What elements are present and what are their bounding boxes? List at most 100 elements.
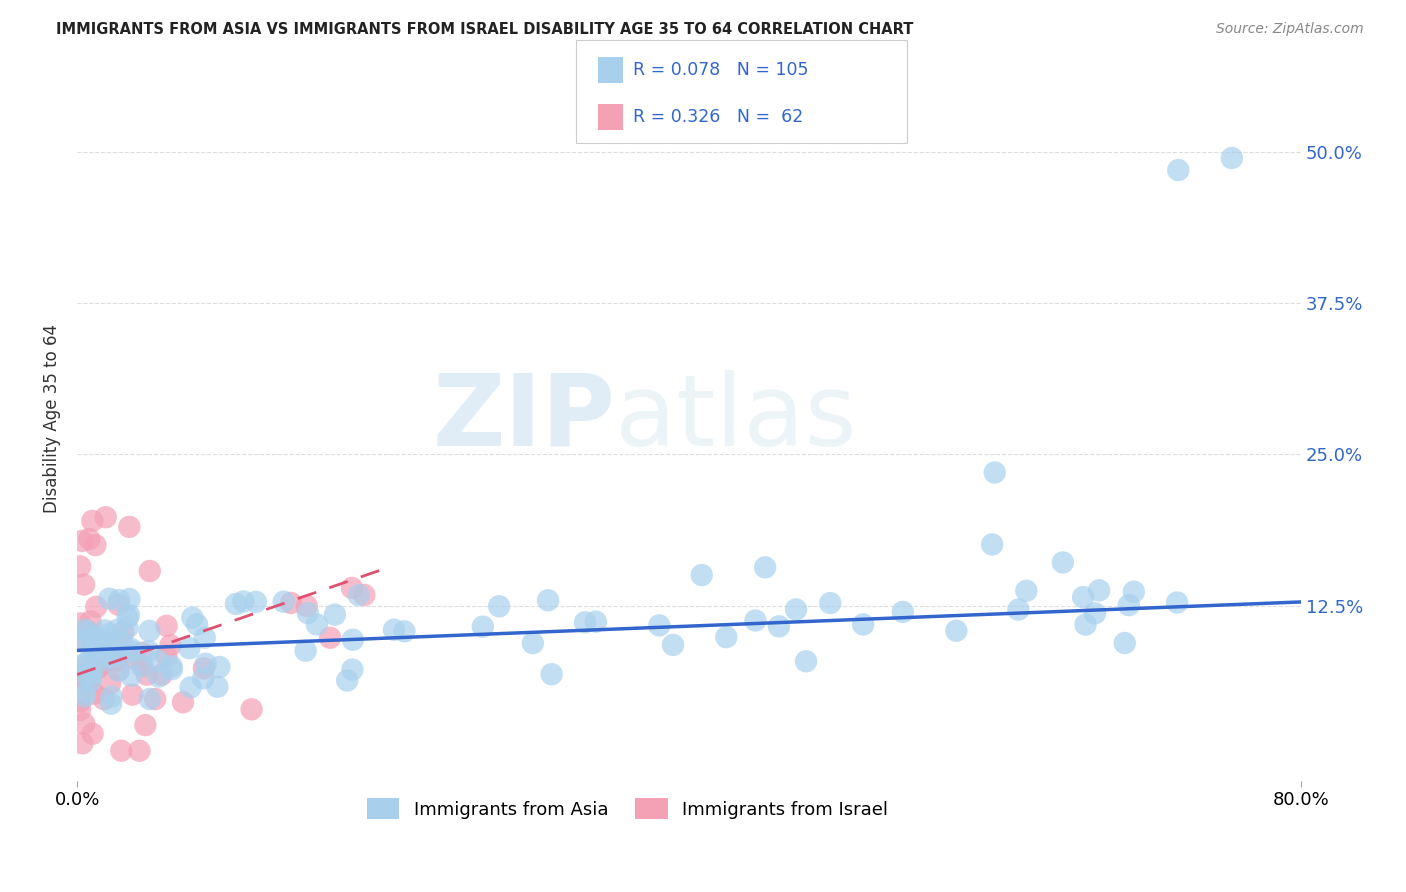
Point [1007, 602, 1029, 616]
Point [94, 624, 117, 638]
Point [124, 651, 146, 665]
Point [131, 646, 153, 660]
Point [148, 669, 170, 683]
Point [83, 642, 105, 657]
Point [662, 638, 685, 652]
Point [82, 727, 104, 741]
Point [112, 647, 135, 661]
Point [82, 514, 104, 528]
Point [537, 593, 560, 607]
Point [134, 718, 156, 732]
Point [131, 659, 153, 673]
Point [160, 662, 183, 676]
Point [984, 466, 1007, 480]
Point [75, 667, 97, 681]
Point [648, 618, 671, 632]
Point [69, 703, 91, 717]
Point [76, 624, 98, 638]
Point [69, 559, 91, 574]
Point [138, 644, 160, 658]
Point [69, 634, 91, 648]
Point [73, 661, 96, 675]
Point [110, 744, 132, 758]
Point [852, 617, 875, 632]
Point [91, 657, 114, 671]
Point [744, 614, 766, 628]
Point [347, 588, 370, 602]
Point [80, 667, 103, 681]
Point [108, 593, 131, 607]
Point [179, 641, 201, 656]
Point [120, 641, 142, 656]
Point [574, 615, 596, 630]
Point [107, 598, 129, 612]
Point [207, 680, 229, 694]
Point [768, 619, 790, 633]
Point [84, 599, 107, 614]
Text: R = 0.326   N =  62: R = 0.326 N = 62 [633, 108, 803, 126]
Legend: Immigrants from Asia, Immigrants from Israel: Immigrants from Asia, Immigrants from Is… [360, 791, 896, 826]
Point [100, 690, 122, 704]
Point [111, 635, 134, 649]
Point [522, 636, 544, 650]
Point [716, 630, 738, 644]
Y-axis label: Disability Age 35 to 64: Disability Age 35 to 64 [44, 324, 60, 513]
Point [105, 623, 128, 637]
Point [118, 607, 141, 622]
Point [690, 568, 713, 582]
Point [155, 648, 177, 663]
Point [240, 702, 263, 716]
Point [785, 602, 807, 616]
Point [193, 671, 215, 685]
Point [98, 676, 121, 690]
Point [79, 615, 101, 629]
Point [194, 657, 217, 671]
Point [93, 634, 115, 648]
Point [294, 643, 316, 657]
Point [143, 692, 166, 706]
Point [93, 692, 115, 706]
Point [73, 671, 96, 685]
Point [194, 631, 217, 645]
Point [120, 669, 142, 683]
Point [280, 596, 302, 610]
Point [945, 624, 967, 638]
Point [336, 673, 359, 688]
Point [1118, 598, 1140, 612]
Point [135, 667, 157, 681]
Point [93, 649, 115, 664]
Point [172, 695, 194, 709]
Point [297, 606, 319, 620]
Point [100, 651, 122, 665]
Point [245, 595, 267, 609]
Point [1088, 583, 1111, 598]
Point [117, 621, 139, 635]
Point [353, 588, 375, 602]
Point [83, 630, 105, 644]
Point [1167, 163, 1189, 178]
Point [540, 667, 562, 681]
Point [101, 640, 124, 655]
Point [79, 674, 101, 689]
Point [83, 645, 105, 659]
Text: atlas: atlas [616, 369, 858, 467]
Point [138, 624, 160, 638]
Point [69, 695, 91, 709]
Point [121, 645, 143, 659]
Point [73, 632, 96, 647]
Point [342, 663, 364, 677]
Point [84, 538, 107, 552]
Point [118, 592, 141, 607]
Point [87, 661, 110, 675]
Point [69, 616, 91, 631]
Point [94, 510, 117, 524]
Point [80, 630, 103, 644]
Point [150, 667, 173, 681]
Point [1015, 583, 1038, 598]
Point [148, 654, 170, 668]
Point [80, 643, 103, 657]
Point [1220, 151, 1243, 165]
Point [100, 697, 122, 711]
Point [82, 666, 104, 681]
Point [323, 607, 346, 622]
